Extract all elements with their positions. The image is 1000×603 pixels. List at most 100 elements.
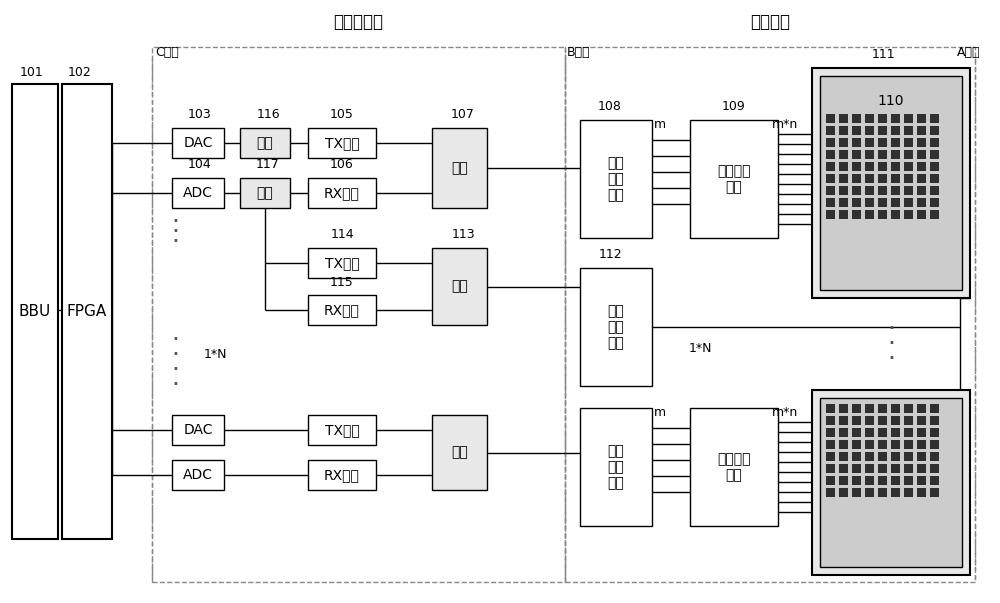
Text: 110: 110 — [878, 94, 904, 108]
Text: BBU: BBU — [19, 304, 51, 319]
Bar — [826, 162, 835, 171]
Bar — [904, 464, 913, 473]
Text: 105: 105 — [330, 109, 354, 121]
Bar — [904, 476, 913, 485]
Bar — [878, 428, 887, 437]
Bar — [891, 198, 900, 207]
Bar — [839, 428, 848, 437]
Bar — [878, 186, 887, 195]
Bar — [826, 476, 835, 485]
Text: TX模块: TX模块 — [325, 256, 359, 270]
Bar — [917, 210, 926, 219]
Text: m*n: m*n — [772, 406, 798, 420]
Bar — [917, 416, 926, 425]
Bar — [839, 452, 848, 461]
Text: ADC: ADC — [183, 186, 213, 200]
Text: ·: · — [171, 220, 179, 244]
Bar — [852, 440, 861, 449]
Bar — [917, 198, 926, 207]
Bar — [904, 150, 913, 159]
Text: 116: 116 — [256, 109, 280, 121]
Bar — [878, 404, 887, 413]
Bar — [852, 114, 861, 123]
Bar — [891, 416, 900, 425]
Bar — [878, 114, 887, 123]
Bar — [172, 415, 224, 445]
Text: 中射频模块: 中射频模块 — [333, 13, 383, 31]
Bar — [432, 415, 487, 490]
Bar — [839, 476, 848, 485]
Bar — [812, 390, 970, 575]
Bar — [891, 464, 900, 473]
Text: 103: 103 — [188, 109, 212, 121]
Bar — [891, 210, 900, 219]
Bar — [580, 408, 652, 526]
Bar — [839, 464, 848, 473]
Bar — [917, 114, 926, 123]
Bar — [852, 416, 861, 425]
Bar — [904, 404, 913, 413]
Bar — [865, 126, 874, 135]
Bar — [839, 162, 848, 171]
Text: 107: 107 — [451, 109, 475, 121]
Text: 波控模块: 波控模块 — [750, 13, 790, 31]
Text: RX模块: RX模块 — [324, 303, 360, 317]
Bar — [432, 248, 487, 325]
Bar — [308, 178, 376, 208]
Bar — [826, 174, 835, 183]
Bar — [308, 460, 376, 490]
Text: 109: 109 — [722, 101, 746, 113]
Text: DAC: DAC — [183, 136, 213, 150]
Bar — [865, 150, 874, 159]
Text: ·: · — [171, 210, 179, 234]
Bar — [904, 428, 913, 437]
Bar — [878, 440, 887, 449]
Bar — [904, 114, 913, 123]
Bar — [820, 76, 962, 290]
Bar — [839, 488, 848, 497]
Bar — [930, 488, 939, 497]
Bar — [826, 416, 835, 425]
Bar — [917, 150, 926, 159]
Bar — [865, 138, 874, 147]
Text: 108: 108 — [598, 101, 622, 113]
Text: 开关: 开关 — [257, 136, 273, 150]
Text: A端面: A端面 — [957, 46, 980, 60]
Bar — [891, 488, 900, 497]
Bar — [152, 47, 565, 582]
Bar — [690, 120, 778, 238]
Bar — [904, 138, 913, 147]
Bar — [812, 68, 970, 298]
Bar — [852, 452, 861, 461]
Bar — [930, 162, 939, 171]
Text: 106: 106 — [330, 159, 354, 171]
Bar — [839, 126, 848, 135]
Bar — [852, 476, 861, 485]
Bar — [865, 428, 874, 437]
Bar — [308, 415, 376, 445]
Bar — [308, 295, 376, 325]
Bar — [891, 174, 900, 183]
Bar — [917, 138, 926, 147]
Bar — [904, 440, 913, 449]
Bar — [865, 464, 874, 473]
Text: 多路
合分
模块: 多路 合分 模块 — [608, 156, 624, 202]
Text: ·: · — [887, 317, 895, 341]
Text: 1*N: 1*N — [203, 349, 227, 362]
Bar — [878, 464, 887, 473]
Bar — [891, 126, 900, 135]
Bar — [930, 464, 939, 473]
Bar — [839, 174, 848, 183]
Bar — [878, 452, 887, 461]
Bar — [839, 210, 848, 219]
Bar — [891, 162, 900, 171]
Bar — [826, 198, 835, 207]
Text: ·: · — [171, 343, 179, 367]
Bar — [917, 464, 926, 473]
Bar — [878, 174, 887, 183]
Bar — [891, 186, 900, 195]
Bar — [930, 186, 939, 195]
Text: 开关: 开关 — [451, 280, 468, 294]
Bar — [826, 210, 835, 219]
Bar — [891, 440, 900, 449]
